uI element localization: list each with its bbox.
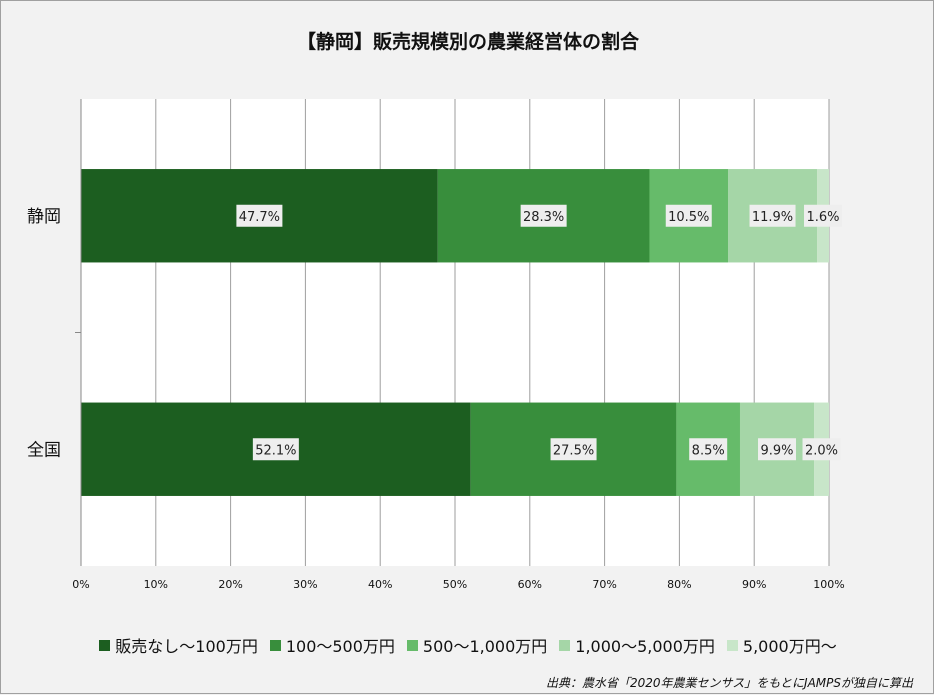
legend-item: 100～500万円 [269,633,395,657]
x-tick-label: 10% [144,578,168,591]
data-label-box [689,438,728,461]
x-tick-label: 60% [518,578,542,591]
legend-swatch [269,639,281,651]
category-label: 静岡 [27,207,61,227]
x-tick-label: 20% [218,578,242,591]
x-tick-label: 40% [368,578,392,591]
x-tick-label: 0% [72,578,89,591]
data-label-box [252,438,299,461]
source-note: 出典：農水省「2020年農業センサス」をもとにJAMPSが独自に算出 [545,676,913,690]
category-label: 全国 [27,440,61,460]
data-label-box [804,204,843,227]
data-label-box [802,438,841,461]
legend-label: 100～500万円 [285,637,395,656]
x-tick-label: 80% [667,578,691,591]
data-label: 8.5% [692,443,725,458]
data-label: 10.5% [668,210,709,225]
legend: 販売なし～100万円 100～500万円 500～1,000万円 1,000～5,00… [1,633,934,657]
x-tick-label: 100% [813,578,844,591]
legend-item: 500～1,000万円 [406,633,548,657]
legend-item: 1,000～5,000万円 [559,633,715,657]
x-tick-label: 90% [742,578,766,591]
data-label: 52.1% [255,443,296,458]
data-label: 11.9% [752,210,793,225]
data-label-box [758,438,797,461]
data-label-box [520,204,567,227]
x-tick-label: 30% [293,578,317,591]
legend-label: 1,000～5,000万円 [575,637,715,656]
legend-swatch [406,639,418,651]
legend-item: 販売なし～100万円 [99,633,258,657]
data-label: 2.0% [805,443,838,458]
data-label-box [550,438,597,461]
chart-title: 【静岡】販売規模別の農業経営体の割合 [296,31,639,53]
legend-swatch [726,639,738,651]
data-label: 9.9% [760,443,793,458]
data-label: 1.6% [807,210,840,225]
data-label: 27.5% [553,443,594,458]
data-label: 28.3% [523,210,564,225]
legend-label: 販売なし～100万円 [115,637,258,656]
legend-item: 5,000万円～ [726,633,837,657]
x-tick-label: 70% [592,578,616,591]
data-label-box [665,204,712,227]
legend-swatch [99,639,111,651]
data-label: 47.7% [239,210,280,225]
data-label-box [236,204,283,227]
legend-label: 500～1,000万円 [422,637,548,656]
x-tick-label: 50% [443,578,467,591]
legend-label: 5,000万円～ [742,637,837,656]
legend-swatch [559,639,571,651]
data-label-box [749,204,796,227]
